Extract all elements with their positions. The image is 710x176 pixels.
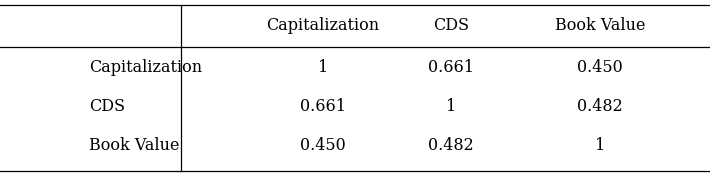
Text: CDS: CDS bbox=[433, 17, 469, 34]
Text: Book Value: Book Value bbox=[555, 17, 645, 34]
Text: Book Value: Book Value bbox=[89, 137, 179, 154]
Text: Capitalization: Capitalization bbox=[89, 59, 202, 76]
Text: 0.661: 0.661 bbox=[300, 98, 346, 115]
Text: 0.450: 0.450 bbox=[300, 137, 346, 154]
Text: CDS: CDS bbox=[89, 98, 125, 115]
Text: 0.661: 0.661 bbox=[428, 59, 474, 76]
Text: 0.482: 0.482 bbox=[577, 98, 623, 115]
Text: Capitalization: Capitalization bbox=[266, 17, 380, 34]
Text: 0.482: 0.482 bbox=[428, 137, 474, 154]
Text: 1: 1 bbox=[446, 98, 456, 115]
Text: 1: 1 bbox=[595, 137, 605, 154]
Text: 0.450: 0.450 bbox=[577, 59, 623, 76]
Text: 1: 1 bbox=[318, 59, 328, 76]
